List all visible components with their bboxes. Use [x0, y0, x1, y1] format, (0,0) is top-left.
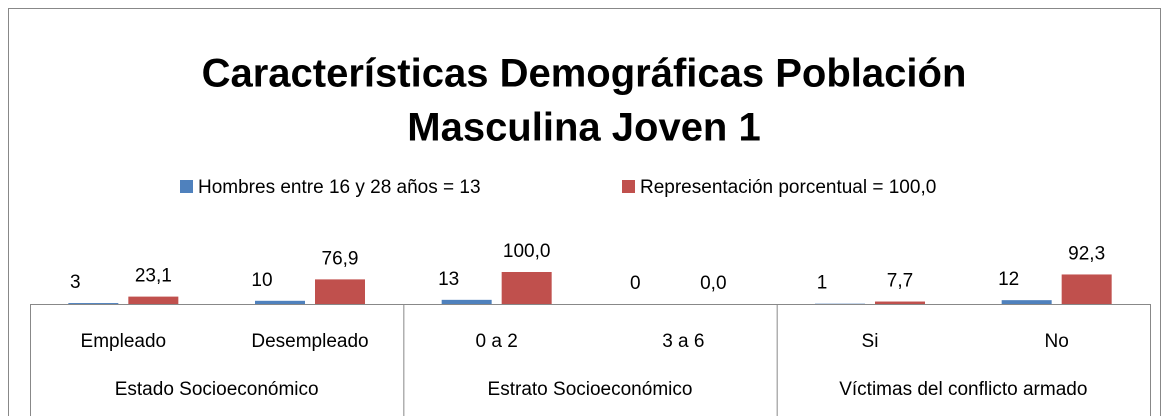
x-tick-label: 3 a 6	[662, 331, 704, 352]
x-tick-label: Empleado	[81, 331, 167, 352]
data-label: 0	[630, 273, 641, 294]
data-label: 92,3	[1068, 243, 1105, 264]
chart-title: Masculina Joven 1	[407, 106, 760, 150]
bar	[1061, 274, 1112, 304]
data-label: 76,9	[322, 248, 359, 269]
bar	[501, 272, 552, 304]
x-tick-label: 0 a 2	[476, 331, 518, 352]
bar	[875, 301, 925, 304]
data-label: 12	[998, 269, 1019, 290]
data-label: 7,7	[887, 271, 913, 292]
bar	[68, 303, 119, 304]
bar	[128, 296, 179, 304]
bar	[1001, 300, 1052, 304]
data-label: 3	[70, 272, 81, 293]
bar	[315, 279, 365, 304]
data-label: 0,0	[700, 273, 726, 294]
chart-border	[8, 8, 1161, 416]
data-label: 1	[817, 273, 828, 294]
x-tick-label: Si	[862, 331, 879, 352]
group-label: Víctimas del conflicto armado	[839, 379, 1087, 400]
data-label: 13	[438, 269, 459, 290]
group-label: Estado Socioeconómico	[115, 379, 319, 400]
legend-swatch	[180, 180, 193, 193]
data-label: 100,0	[503, 241, 551, 262]
bar	[441, 299, 492, 304]
legend-label: Representación porcentual = 100,0	[640, 177, 936, 198]
data-label: 23,1	[135, 266, 172, 287]
legend-label: Hombres entre 16 y 28 años = 13	[198, 177, 481, 198]
x-tick-label: Desempleado	[251, 331, 368, 352]
group-label: Estrato Socioeconómico	[488, 379, 693, 400]
x-tick-label: No	[1045, 331, 1069, 352]
chart-title: Características Demográficas Población	[202, 52, 967, 96]
legend-swatch	[622, 180, 635, 193]
bar	[255, 300, 305, 304]
data-label: 10	[251, 270, 272, 291]
